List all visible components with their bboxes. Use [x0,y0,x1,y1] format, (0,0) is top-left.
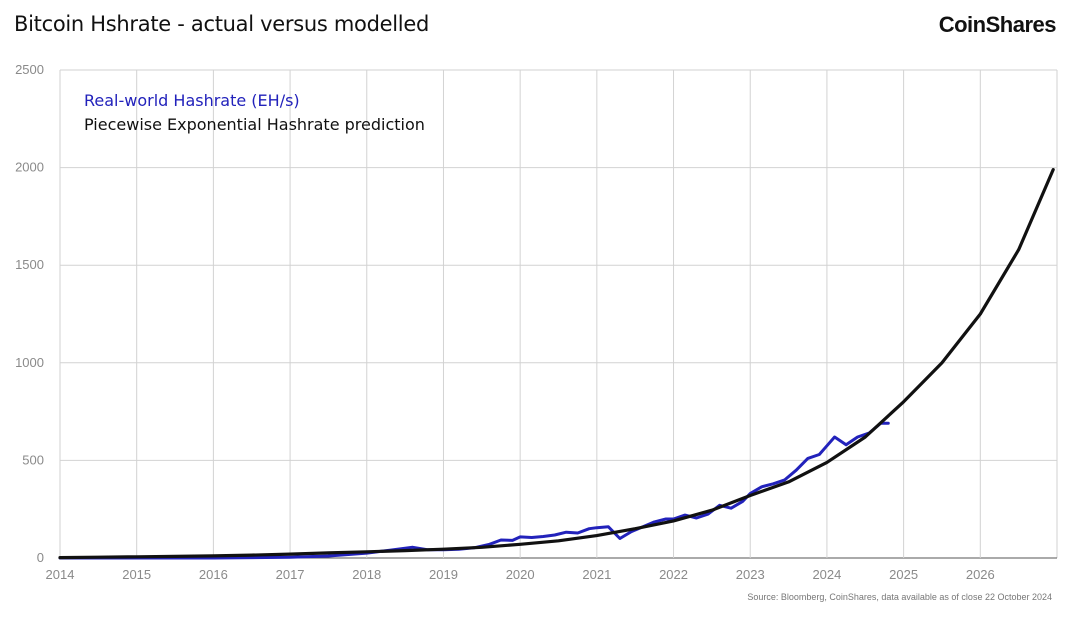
y-tick-label: 1000 [15,355,44,370]
x-tick-label: 2022 [659,567,688,582]
y-axis-ticks: 0 500 1000 1500 2000 2500 [15,62,44,565]
legend-real-hashrate: Real-world Hashrate (EH/s) [84,91,300,110]
model-prediction-line [58,168,1055,560]
x-tick-label: 2024 [812,567,841,582]
y-tick-label: 0 [37,550,44,565]
x-tick-label: 2014 [46,567,75,582]
x-tick-label: 2026 [966,567,995,582]
x-tick-label: 2023 [736,567,765,582]
y-tick-label: 2000 [15,160,44,175]
x-tick-label: 2016 [199,567,228,582]
chart-title: Bitcoin Hshrate - actual versus modelled [14,12,429,36]
x-tick-label: 2020 [506,567,535,582]
grid-lines [59,69,1058,559]
x-tick-label: 2017 [276,567,305,582]
y-tick-label: 1500 [15,257,44,272]
brand-logo: CoinShares [938,12,1057,37]
x-tick-label: 2018 [352,567,381,582]
x-tick-label: 2019 [429,567,458,582]
x-tick-label: 2025 [889,567,918,582]
y-tick-label: 500 [22,452,44,467]
source-note: Source: Bloomberg, CoinShares, data avai… [747,592,1052,602]
y-tick-label: 2500 [15,62,44,77]
legend-model-prediction: Piecewise Exponential Hashrate predictio… [84,115,425,134]
x-axis-ticks: 2014 2015 2016 2017 2018 2019 2020 2021 2022 2023… [46,567,995,582]
x-tick-label: 2021 [582,567,611,582]
series-lines [58,168,1055,560]
x-tick-label: 2015 [122,567,151,582]
